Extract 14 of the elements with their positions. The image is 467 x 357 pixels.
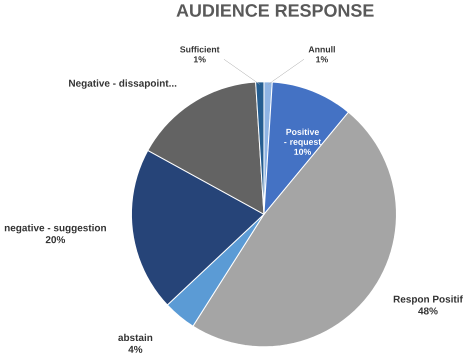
slice-label: Annull [308, 46, 335, 52]
slice-label: Negative - dissapoint... [69, 79, 176, 89]
slice-label: Respon Positif [394, 295, 463, 305]
data-label: 20% [46, 236, 66, 244]
data-label: 4% [128, 346, 142, 353]
slice-label: negative - suggestion [4, 224, 106, 234]
data-label: 1% [316, 56, 328, 62]
data-label: 48% [418, 307, 438, 314]
slice-label: Positive - request [284, 128, 322, 147]
data-label: 1% [194, 56, 206, 62]
slice-label: abstain [118, 334, 152, 342]
data-label: 10% [294, 148, 312, 155]
slice-label: Sufficient [180, 46, 220, 52]
chart-title: AUDIENCE RESPONSE [176, 4, 374, 17]
